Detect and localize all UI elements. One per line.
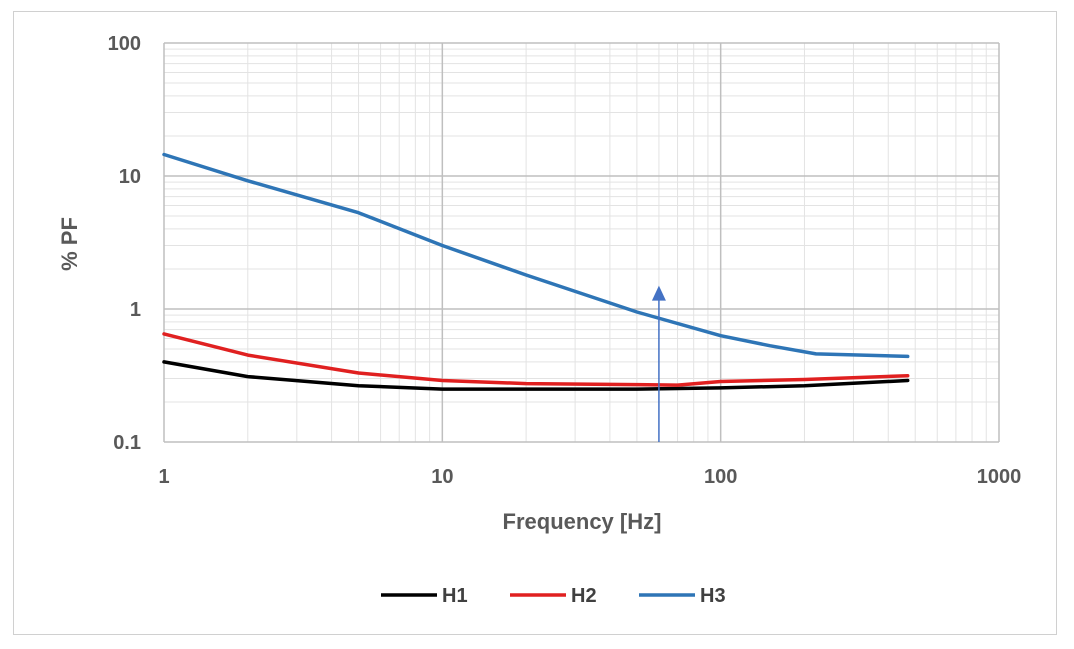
legend-label: H3 [700,585,726,607]
x-tick-label: 10 [431,466,453,488]
legend-item-h1: H1 [381,585,468,607]
y-tick-label: 10 [119,166,141,188]
chart-frame [13,11,1057,635]
annotation-layer [651,285,666,442]
tick-labels: 1 10 100 1000 0.1 1 10 100 [108,33,1022,488]
series-line-h2 [162,332,910,387]
series-layer [162,152,910,391]
y-tick-label: 100 [108,33,141,55]
y-axis-title: % PF [57,217,82,271]
x-tick-label: 1 [158,466,169,488]
x-tick-label: 1000 [977,466,1022,488]
legend-item-h2: H2 [510,585,597,607]
legend-label: H1 [442,585,468,607]
legend-item-h3: H3 [639,585,726,607]
legend: H1 H2 H3 [381,585,726,607]
x-axis-title: Frequency [Hz] [503,509,662,534]
annotation-arrow-head [651,285,666,301]
legend-label: H2 [571,585,597,607]
y-tick-label: 1 [130,299,141,321]
y-tick-label: 0.1 [113,432,141,454]
series-line-h1 [162,360,910,391]
x-tick-label: 100 [704,466,737,488]
series-line-h3 [162,152,910,359]
